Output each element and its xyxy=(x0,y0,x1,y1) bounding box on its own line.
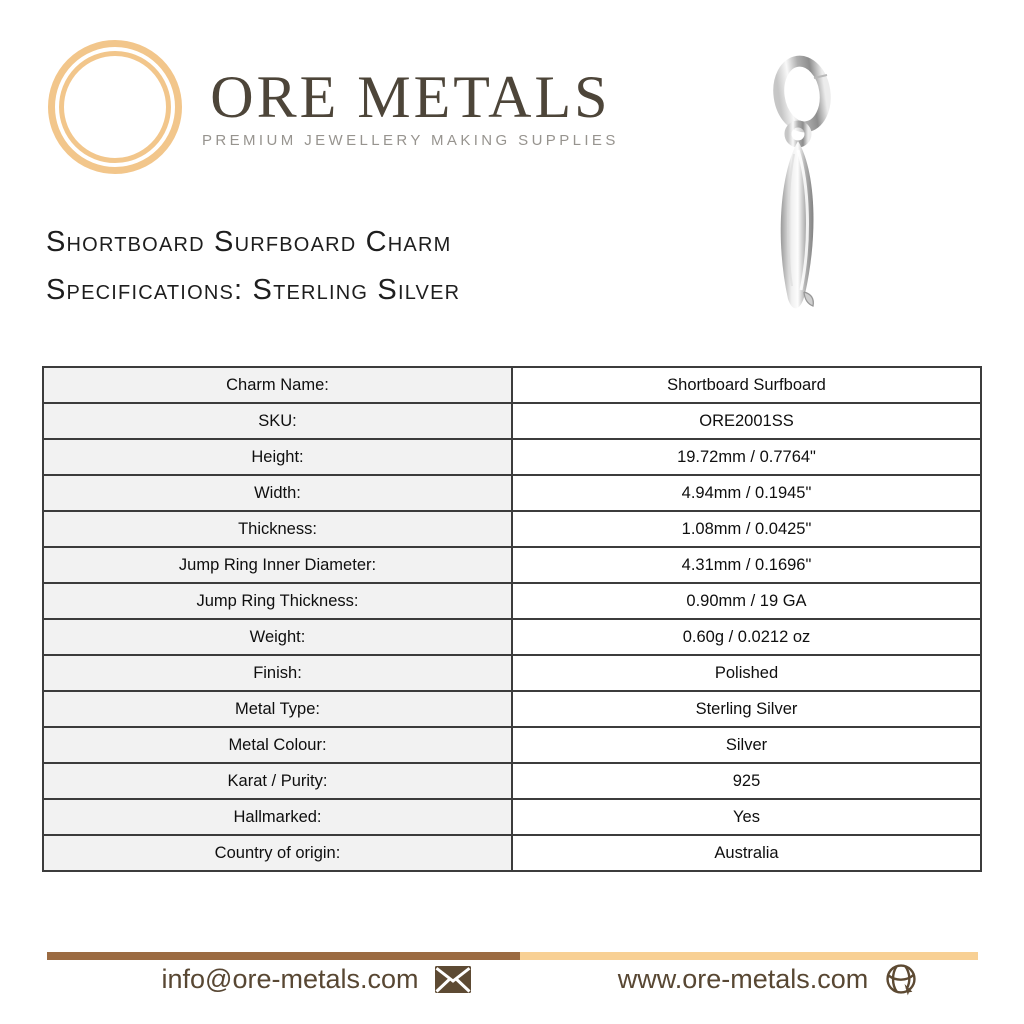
spec-label: Karat / Purity: xyxy=(42,762,513,800)
spec-label: Jump Ring Inner Diameter: xyxy=(42,546,513,584)
footer-website: www.ore-metals.com xyxy=(512,962,1024,996)
spec-value: 925 xyxy=(511,762,982,800)
footer-email-text: info@ore-metals.com xyxy=(161,963,419,994)
footer-email: info@ore-metals.com xyxy=(60,962,572,996)
spec-row: Weight: 0.60g / 0.0212 oz xyxy=(42,618,982,656)
spec-value: ORE2001SS xyxy=(511,402,982,440)
spec-label: Hallmarked: xyxy=(42,798,513,836)
footer-website-text: www.ore-metals.com xyxy=(617,963,869,994)
spec-label: Height: xyxy=(42,438,513,476)
spec-row: Metal Type: Sterling Silver xyxy=(42,690,982,728)
spec-label: Weight: xyxy=(42,618,513,656)
spec-label: Metal Type: xyxy=(42,690,513,728)
double-gold-ring-logo-icon xyxy=(48,40,182,174)
spec-value: Sterling Silver xyxy=(511,690,982,728)
envelope-icon xyxy=(434,965,471,993)
spec-row: Charm Name: Shortboard Surfboard xyxy=(42,366,982,404)
spec-label: Width: xyxy=(42,474,513,512)
spec-row: Hallmarked: Yes xyxy=(42,798,982,836)
product-photo-surfboard-charm xyxy=(738,42,888,332)
footer: info@ore-metals.com www.ore-metals.com xyxy=(0,962,1024,996)
spec-value: Shortboard Surfboard xyxy=(511,366,982,404)
spec-value: Silver xyxy=(511,726,982,764)
globe-icon xyxy=(884,962,918,996)
spec-label: Thickness: xyxy=(42,510,513,548)
spec-value: Australia xyxy=(511,834,982,872)
spec-value: 0.90mm / 19 GA xyxy=(511,582,982,620)
spec-table: Charm Name: Shortboard Surfboard SKU: ORE20… xyxy=(42,366,982,872)
brand-text-block: ORE METALS PREMIUM JEWELLERY MAKING SUPP… xyxy=(202,66,619,149)
spec-row: Thickness: 1.08mm / 0.0425" xyxy=(42,510,982,548)
spec-label: Country of origin: xyxy=(42,834,513,872)
spec-row: Jump Ring Thickness: 0.90mm / 19 GA xyxy=(42,582,982,620)
spec-value: Yes xyxy=(511,798,982,836)
spec-row: Country of origin: Australia xyxy=(42,834,982,872)
spec-label: Metal Colour: xyxy=(42,726,513,764)
spec-value: 4.31mm / 0.1696" xyxy=(511,546,982,584)
surfboard-charm-illustration xyxy=(773,55,831,309)
spec-row: SKU: ORE2001SS xyxy=(42,402,982,440)
spec-label: Charm Name: xyxy=(42,366,513,404)
brand-tagline: PREMIUM JEWELLERY MAKING SUPPLIES xyxy=(202,131,619,149)
brand-header: ORE METALS PREMIUM JEWELLERY MAKING SUPP… xyxy=(48,40,619,174)
spec-row: Karat / Purity: 925 xyxy=(42,762,982,800)
page-title-line2: Specifications: Sterling Silver xyxy=(46,274,461,306)
page-title: Shortboard Surfboard Charm Specification… xyxy=(46,218,460,314)
spec-label: SKU: xyxy=(42,402,513,440)
spec-value: 0.60g / 0.0212 oz xyxy=(511,618,982,656)
page-title-line1: Shortboard Surfboard Charm xyxy=(46,226,452,258)
spec-label: Finish: xyxy=(42,654,513,692)
brand-name: ORE METALS xyxy=(210,63,611,130)
footer-divider-bar xyxy=(47,952,978,960)
spec-row: Width: 4.94mm / 0.1945" xyxy=(42,474,982,512)
spec-value: 1.08mm / 0.0425" xyxy=(511,510,982,548)
spec-value: 4.94mm / 0.1945" xyxy=(511,474,982,512)
spec-table-body: Charm Name: Shortboard Surfboard SKU: ORE20… xyxy=(42,366,982,872)
spec-row: Jump Ring Inner Diameter: 4.31mm / 0.1696… xyxy=(42,546,982,584)
spec-label: Jump Ring Thickness: xyxy=(42,582,513,620)
spec-row: Metal Colour: Silver xyxy=(42,726,982,764)
spec-value: 19.72mm / 0.7764" xyxy=(511,438,982,476)
spec-value: Polished xyxy=(511,654,982,692)
spec-row: Finish: Polished xyxy=(42,654,982,692)
spec-row: Height: 19.72mm / 0.7764" xyxy=(42,438,982,476)
